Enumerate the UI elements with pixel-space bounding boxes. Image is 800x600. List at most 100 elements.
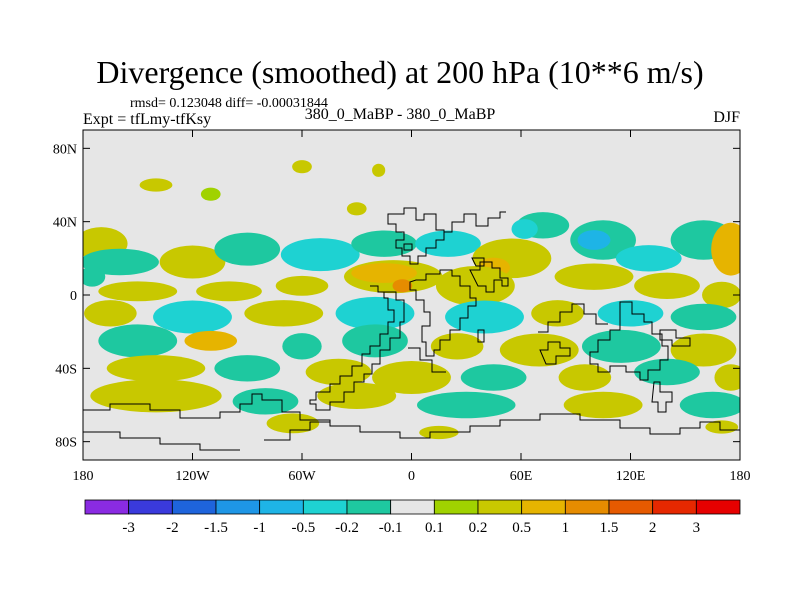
contour-region-45	[499, 333, 579, 367]
contour-region-4	[346, 202, 367, 216]
x-axis: 180 120W 60W 0 60E 120E 180	[73, 130, 751, 484]
coastline-australia-west	[538, 303, 608, 333]
colorbar-box-0	[84, 499, 130, 515]
coastline-new-zealand	[651, 381, 673, 413]
contour-region-8	[577, 230, 611, 250]
chart-title: Divergence (smoothed) at 200 hPa (10**6 …	[96, 54, 704, 90]
colorbar-label-10: 1	[562, 520, 570, 536]
contour-region-2	[139, 178, 173, 192]
contour-region-59	[416, 391, 516, 419]
colorbar-box-14	[695, 499, 741, 515]
contour-region-46	[581, 329, 661, 363]
colorbar-label-11: 1.5	[600, 520, 619, 536]
contour-region-23	[392, 279, 413, 293]
y-tick-label-3: 40S	[55, 362, 77, 377]
colorbar-label-13: 3	[693, 520, 701, 536]
contour-region-34	[244, 300, 324, 327]
contour-region-62	[266, 413, 320, 434]
contour-region-11	[711, 222, 740, 276]
stats-label: rmsd= 0.123048 diff= -0.00031844	[130, 96, 328, 111]
contour-region-41	[184, 330, 238, 351]
coastline-madagascar	[477, 329, 485, 343]
colorbar-box-6	[346, 499, 392, 515]
x-tick-label-3: 0	[408, 469, 415, 484]
contour-region-54	[634, 358, 700, 386]
colorbar-label-9: 0.5	[512, 520, 531, 536]
contour-region-44	[430, 333, 484, 360]
y-tick-label-2: 0	[70, 289, 77, 304]
x-tick-label-1: 120W	[175, 469, 210, 484]
comparison-label: 380_0_MaBP - 380_0_MaBP	[304, 106, 496, 123]
coastline-red-sea	[403, 243, 413, 251]
contour-region-38	[597, 300, 664, 327]
colorbar-label-8: 0.2	[469, 520, 488, 536]
colorbar-label-4: -0.5	[291, 520, 315, 536]
contour-region-6	[511, 219, 538, 239]
experiment-label: Expt = tfLmy-tfKsy	[83, 111, 212, 128]
coastline-south-america	[309, 285, 405, 411]
colorbar-box-1	[128, 499, 173, 515]
colorbar-label-3: -1	[253, 520, 266, 536]
colorbar-box-3	[215, 499, 261, 515]
colorbar-box-9	[477, 499, 523, 515]
x-tick-label-6: 180	[730, 469, 751, 484]
contour-region-37	[531, 300, 584, 327]
colorbar-box-11	[564, 499, 610, 515]
coastline-australia	[589, 301, 669, 381]
contour-region-57	[232, 388, 299, 415]
contour-region-43	[342, 324, 408, 358]
y-tick-label-4: 80S	[55, 436, 77, 451]
coastline-layer	[83, 207, 740, 451]
contour-region-47	[670, 333, 737, 367]
coastline-antarctica	[83, 393, 740, 439]
coastline-asia	[444, 211, 506, 233]
contour-region-26	[634, 272, 700, 300]
contour-region-60	[563, 391, 643, 419]
contour-region-10	[615, 245, 682, 272]
colorbar-label-0: -3	[122, 520, 135, 536]
x-tick-label-0: 180	[73, 469, 94, 484]
contour-region-3	[200, 187, 221, 201]
colorbar-label-2: -1.5	[204, 520, 228, 536]
coastline-africa	[409, 269, 477, 357]
colorbar-box-4	[259, 499, 304, 515]
contour-region-28	[98, 281, 178, 302]
y-axis: 80N 40N 0 40S 80S	[53, 142, 740, 451]
coastline-indonesia	[539, 341, 571, 365]
coastline-new-guinea	[659, 329, 691, 347]
coastline-weddell	[264, 421, 330, 441]
colorbar-label-6: -0.1	[379, 520, 403, 536]
contour-region-18	[415, 230, 481, 257]
contour-region-55	[714, 364, 740, 391]
contour-region-51	[372, 361, 451, 394]
contour-region-31	[83, 266, 106, 287]
contour-region-52	[460, 364, 527, 391]
y-tick-label-0: 80N	[53, 142, 77, 157]
coastline-arabia-asia	[469, 261, 509, 293]
coastline-india-sea	[471, 257, 485, 267]
contour-region-35	[335, 296, 415, 330]
contour-region-48	[106, 355, 206, 382]
colorbar-label-12: 2	[649, 520, 657, 536]
contour-region-33	[153, 300, 232, 334]
coastline-europe	[387, 207, 445, 265]
colorbar-box-12	[608, 499, 654, 515]
contour-fill-layer	[83, 160, 740, 440]
contour-region-15	[214, 232, 281, 266]
colorbar-box-13	[652, 499, 697, 515]
contour-region-13	[83, 248, 159, 276]
colorbar-box-10	[521, 499, 566, 515]
colorbar-label-7: 0.1	[425, 520, 444, 536]
contour-region-50	[305, 358, 372, 386]
colorbar-label-5: -0.2	[335, 520, 359, 536]
contour-region-14	[159, 245, 226, 279]
contour-region-32	[84, 300, 137, 327]
contour-region-39	[670, 303, 737, 331]
contour-region-49	[214, 355, 281, 382]
contour-region-53	[558, 364, 612, 391]
y-tick-label-1: 40N	[53, 216, 77, 231]
contour-region-25	[554, 263, 634, 290]
contour-region-30	[275, 275, 329, 296]
contour-region-17	[351, 230, 417, 257]
